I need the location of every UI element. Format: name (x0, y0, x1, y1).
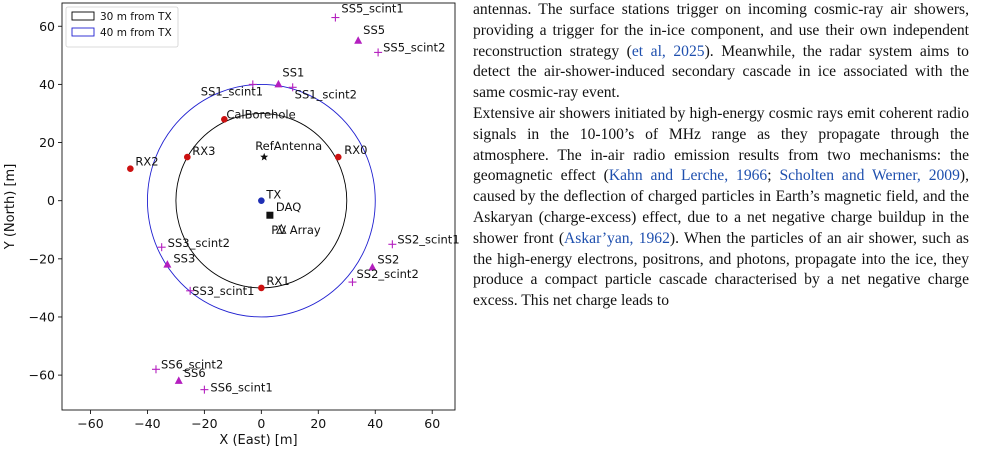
legend-label: 30 m from TX (100, 11, 172, 23)
point-label: SS2_scint1 (397, 232, 459, 246)
y-tick-label: −40 (29, 309, 55, 324)
marker-ss3 (163, 260, 172, 268)
range-circle-40m (146, 83, 376, 318)
station-layout-plot: −60 −40 −20 0 20 40 60 −60 −40 −20 0 20 40 60 X (East)… (3, 2, 460, 448)
marker-square (266, 211, 274, 219)
citation-link[interactable]: et al, 2025 (631, 42, 705, 60)
marker-refantenna (260, 152, 269, 161)
marker-daq (266, 211, 274, 219)
point-label: SS2_scint2 (356, 267, 418, 281)
x-tick-label: 20 (310, 416, 326, 431)
point-label: RX1 (266, 274, 289, 288)
point-label: SS1 (282, 65, 304, 79)
marker-triangle (368, 263, 377, 271)
marker-ss2-scint2 (348, 278, 357, 287)
marker-triangle (354, 36, 363, 44)
marker-ss5-scint2 (374, 48, 383, 57)
point-label: RefAntenna (255, 139, 322, 153)
point-label: SS2 (377, 253, 399, 267)
point-label: RX2 (135, 155, 158, 169)
marker-rx2 (127, 165, 134, 173)
point-label: RX0 (344, 143, 367, 157)
point-label: SS6_scint2 (161, 357, 223, 371)
x-tick-label: −20 (191, 416, 217, 431)
marker-ss1-scint1 (248, 80, 257, 89)
citation-link[interactable]: Askar’yan, 1962 (564, 229, 670, 247)
marker-star (260, 152, 269, 161)
marker-ss6 (174, 376, 183, 384)
y-tick-label: −20 (29, 251, 55, 266)
paragraph-2: Extensive air showers initiated by high-… (473, 104, 969, 312)
marker-rx3 (184, 153, 191, 161)
marker-pv-array (276, 223, 287, 234)
point-label: SS1_scint2 (295, 87, 357, 101)
marker-tx (258, 197, 265, 204)
body-text-column: antennas. The surface stations trigger o… (473, 0, 969, 449)
text-segment: ; (767, 167, 780, 185)
y-tick-label: 0 (47, 193, 55, 208)
marker-ss5-scint1 (331, 13, 340, 22)
x-tick-label: 0 (257, 416, 265, 431)
marker-ss3-scint1 (186, 286, 195, 295)
plot-frame (61, 2, 456, 411)
marker-rx1 (258, 284, 265, 292)
text-segment: ), caused by the deflection of charged p… (473, 167, 969, 247)
legend-label: 40 m from TX (100, 27, 172, 39)
citation-link[interactable]: Kahn and Lerche, 1966 (608, 167, 768, 185)
marker-triangle (174, 376, 183, 384)
marker-dot (184, 153, 191, 161)
y-tick-label: 60 (39, 19, 55, 34)
marker-ss3-scint2 (157, 243, 166, 252)
marker-ss5 (354, 36, 363, 44)
marker-triangle (274, 79, 283, 88)
text-segment: Extensive air showers initiated by high-… (473, 104, 969, 185)
citation-link[interactable]: Scholten and Werner, 2009 (779, 167, 960, 185)
marker-ss6-scint1 (200, 385, 209, 394)
marker-ss2-scint1 (388, 240, 397, 249)
marker-dot (334, 153, 342, 161)
point-label: DAQ (276, 200, 301, 214)
marker-ss1-scint2 (288, 83, 297, 92)
paragraph-1: antennas. The surface stations trigger o… (473, 0, 969, 104)
y-tick-label: −60 (29, 368, 55, 383)
marker-dot (127, 165, 134, 173)
marker-ss6-scint2 (151, 365, 160, 374)
legend-swatch (71, 27, 95, 37)
legend-swatch (71, 11, 95, 21)
x-tick-label: 40 (367, 416, 383, 431)
point-label: SS1_scint1 (201, 84, 263, 98)
point-label: SS6 (184, 366, 206, 380)
point-label: SS5_scint2 (383, 40, 445, 54)
marker-ss2 (368, 263, 377, 271)
point-label: SS3_scint2 (168, 236, 230, 250)
marker-triangle (163, 260, 172, 268)
marker-calborehole (221, 115, 228, 123)
marker-dot (258, 197, 265, 204)
text-segment: ). Meanwhile, the radar system aims to d… (473, 42, 969, 102)
marker-ss1 (274, 79, 283, 88)
point-label: SS3 (173, 252, 195, 266)
y-tick-label: 40 (39, 77, 55, 92)
point-label: SS5_scint1 (341, 2, 403, 16)
station-layout-figure: −60 −40 −20 0 20 40 60 −60 −40 −20 0 20 40 60 X (East)… (0, 0, 460, 449)
y-axis-label: Y (North) [m] (3, 164, 18, 251)
x-tick-label: −40 (134, 416, 160, 431)
text-segment: antennas. The surface stations trigger o… (473, 1, 969, 60)
x-tick-label: −60 (77, 416, 103, 431)
marker-dot (221, 115, 228, 123)
point-label: PV Array (271, 223, 321, 237)
x-tick-label: 60 (424, 416, 440, 431)
point-label: TX (265, 188, 281, 202)
text-segment: ). When the particles of an air shower, … (473, 229, 969, 310)
point-label: CalBorehole (226, 107, 295, 121)
point-label: SS6_scint1 (210, 381, 272, 395)
marker-triangle-open (276, 223, 287, 234)
x-axis-label: X (East) [m] (219, 433, 297, 448)
point-label: SS5 (363, 23, 385, 37)
point-label: RX3 (192, 144, 215, 158)
marker-rx0 (334, 153, 342, 161)
point-label: SS3_scint1 (192, 284, 254, 298)
marker-dot (258, 284, 265, 292)
y-tick-label: 20 (39, 135, 55, 150)
